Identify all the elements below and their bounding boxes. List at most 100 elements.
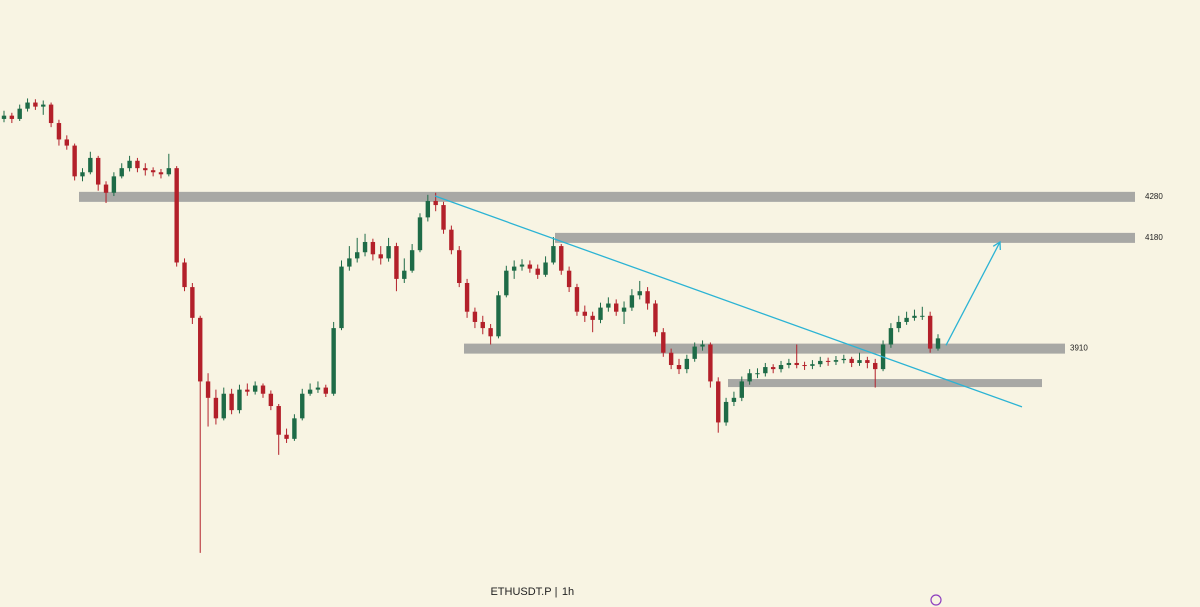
candle-body	[496, 295, 501, 337]
candle-body	[48, 104, 54, 124]
candle-body	[614, 303, 619, 312]
symbol: ETHUSDT.P	[490, 586, 551, 598]
candle-body	[347, 258, 352, 267]
candle-body	[661, 332, 666, 353]
candle-body	[119, 168, 124, 177]
candle-body	[606, 303, 611, 308]
candle-body	[394, 246, 399, 279]
candle-body	[865, 360, 870, 363]
candle-body	[143, 168, 148, 171]
candle-body	[818, 360, 823, 365]
candle-body	[755, 373, 760, 375]
candle-body	[582, 311, 588, 316]
candle-body	[307, 389, 313, 394]
candle-body	[786, 362, 792, 366]
candle-body	[833, 360, 839, 362]
candle-body	[362, 241, 368, 253]
candle-body	[739, 381, 744, 398]
candle-body	[810, 364, 815, 366]
candle-body	[198, 317, 203, 382]
status-icon	[930, 594, 942, 606]
candle-body	[9, 115, 15, 119]
candle-body	[653, 303, 658, 333]
candle-body	[519, 264, 525, 267]
candle-body	[645, 291, 650, 304]
candle-body	[56, 123, 62, 140]
level-zone	[79, 191, 1135, 202]
candle-body	[802, 365, 807, 367]
candle-body	[684, 358, 690, 370]
candle-body	[763, 367, 768, 374]
candle-body	[825, 360, 831, 362]
candle-body	[25, 102, 30, 109]
candle-body	[370, 241, 376, 255]
candle-body	[841, 358, 847, 361]
level-zone	[555, 232, 1135, 243]
candle-body	[700, 344, 705, 347]
candle-body	[205, 381, 211, 398]
candle-body	[378, 254, 383, 259]
candle-body	[511, 266, 517, 271]
candle-body	[731, 397, 737, 402]
candle-body	[708, 344, 713, 382]
trendline	[434, 195, 1023, 408]
candle-body	[723, 401, 729, 423]
candle-body	[276, 406, 281, 435]
candle-body	[386, 246, 391, 259]
candle-body	[464, 282, 470, 312]
candles	[1, 98, 941, 553]
candle-body	[88, 157, 93, 173]
candle-body	[912, 315, 917, 318]
level-label: 4180	[1145, 233, 1163, 242]
candle-body	[237, 389, 242, 411]
candle-body	[64, 139, 69, 146]
candle-body	[17, 108, 22, 119]
candle-body	[1, 115, 7, 119]
candle-body	[72, 145, 77, 177]
level-label: 3910	[1070, 344, 1088, 353]
candle-body	[260, 385, 266, 394]
candle-body	[425, 200, 431, 218]
candle-body	[629, 295, 635, 308]
candle-body	[535, 268, 540, 275]
separator: |	[555, 586, 558, 598]
candle-body	[213, 397, 219, 419]
candle-body	[927, 315, 933, 349]
candle-body	[794, 362, 799, 366]
candle-body	[472, 311, 478, 322]
projection-arrow	[945, 240, 1001, 346]
candle-body	[229, 393, 234, 411]
candle-body	[676, 365, 682, 370]
candle-body	[190, 287, 195, 318]
level-zone	[728, 379, 1042, 388]
candle-body	[747, 373, 752, 382]
candle-body	[284, 434, 289, 439]
candle-body	[920, 315, 925, 317]
candle-body	[80, 172, 85, 177]
candle-body	[668, 352, 674, 366]
candle-body	[543, 262, 548, 275]
candle-body	[323, 387, 328, 394]
candle-body	[245, 389, 250, 392]
candle-body	[268, 393, 274, 407]
candle-body	[292, 418, 297, 439]
candle-body	[849, 358, 854, 363]
candle-body	[778, 365, 784, 370]
candle-body	[417, 217, 423, 251]
candle-body	[457, 250, 462, 283]
candle-body	[873, 362, 878, 370]
candle-body	[127, 160, 132, 169]
candle-body	[433, 200, 438, 206]
candle-body	[857, 360, 862, 363]
candle-body	[409, 250, 415, 271]
candle-body	[896, 321, 901, 329]
candle-body	[551, 246, 556, 263]
candle-body	[574, 287, 580, 312]
candle-body	[331, 328, 336, 394]
candle-body	[182, 262, 187, 288]
candle-body	[559, 246, 564, 271]
candle-body	[692, 346, 697, 359]
drawings	[434, 195, 1023, 408]
candle-body	[221, 393, 226, 419]
candle-body	[621, 307, 627, 312]
